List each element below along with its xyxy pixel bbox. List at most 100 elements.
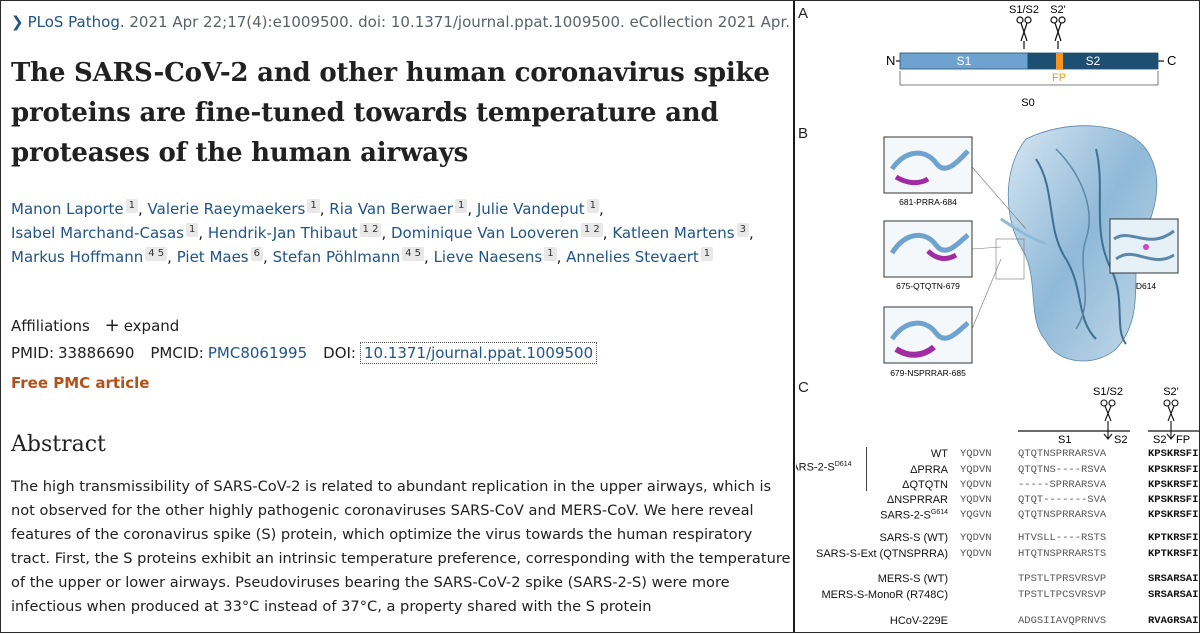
scissors-icon [1016,16,1032,49]
author-link[interactable]: Manon Laporte 1 [11,199,138,218]
affiliation-number[interactable]: 1 [544,247,557,261]
author-name[interactable]: Katleen Martens [612,224,735,242]
alignment-seq-seq3: KPSKRSFI [1148,448,1199,460]
alignment-seq-seq2: QTQTNSPRRARSVA [1018,509,1107,521]
affiliations-row: Affiliations + expand [11,315,179,336]
alignment-seq-seq3: SRSARSAI [1148,573,1199,585]
alignment-seq-seq3: KPTKRSFI [1148,548,1199,560]
pmcid-link[interactable]: PMC8061995 [207,344,308,362]
figure-panel: A S1/S2 S2' N S1 S2 C [796,1,1199,632]
author-name[interactable]: Ria Van Berwaer [329,200,453,218]
pmid-label: PMID: [11,344,55,362]
alignment-seq-seq3: KPSKRSFI [1148,479,1199,491]
alignment-row-name: WT [930,448,948,460]
author-link[interactable]: Annelies Stevaert 1 [566,247,714,266]
pmid-value: 33886690 [58,344,135,362]
s2-label: S2 [1086,54,1101,68]
author-name[interactable]: Manon Laporte [11,200,124,218]
author-name[interactable]: Dominique Van Looveren [390,224,579,242]
alignment-seq-seq1: YQDVN [960,464,992,476]
journal-link[interactable]: PLoS Pathog. [27,13,125,31]
author-link[interactable]: Isabel Marchand-Casas 1 [11,223,199,242]
fp-label: FP [1052,72,1066,84]
author-name[interactable]: Julie Vandeput [476,200,585,218]
free-pmc-badge[interactable]: Free PMC article [11,374,150,392]
identifiers-row: PMID: 33886690 PMCID: PMC8061995 DOI: 10.1371… [11,342,598,364]
c-terminus-label: C [1167,53,1176,68]
inset-prra-label: 681-PRRA-684 [899,197,957,207]
inset-d614 [1109,218,1179,274]
alignment-row-name: SARS-S-Ext (QTNSPRRA) [815,548,948,560]
scissors-icon [1050,16,1066,49]
affiliation-number[interactable]: 3 [736,223,749,237]
plus-icon[interactable]: + [104,315,120,336]
alignment-seq-seq3: KPSKRSFI [1148,464,1199,476]
panel-a-label: A [798,5,809,22]
article-title: The SARS-CoV-2 and other human coronavir… [11,58,770,168]
author-link[interactable]: Katleen Martens 3 [612,223,749,242]
alignment-row-name: ΔNSPRRAR [886,494,948,506]
expand-toggle[interactable]: expand [123,317,180,335]
author-name[interactable]: Markus Hoffmann [11,248,144,266]
alignment-row-name: SARS-S (WT) [879,532,948,544]
author-link[interactable]: Ria Van Berwaer 1 [329,199,468,218]
c-site1-label: S1/S2 [1093,386,1123,398]
s1-label: S1 [957,54,972,68]
author-name[interactable]: Lieve Naesens [433,248,543,266]
inset-prra [883,136,973,194]
author-link[interactable]: Dominique Van Looveren 1 2 [390,223,603,242]
author-name[interactable]: Hendrik-Jan Thibaut [207,224,358,242]
author-link[interactable]: Lieve Naesens 1 [433,247,557,266]
author-name[interactable]: Annelies Stevaert [566,248,699,266]
author-link[interactable]: Stefan Pöhlmann 4 5 [272,247,425,266]
inset-qtqtn [883,220,973,278]
alignment-seq-seq2: QTQTNS----RSVA [1018,464,1107,476]
affiliation-number[interactable]: 1 2 [359,223,382,237]
author-link[interactable]: Julie Vandeput 1 [476,199,599,218]
site2-label: S2' [1050,4,1066,16]
c-col-fp: FP [1176,434,1190,446]
site1-label: S1/S2 [1009,4,1039,16]
affiliation-number[interactable]: 1 [125,199,138,213]
affiliation-number[interactable]: 1 [454,199,468,213]
affiliation-number[interactable]: 1 [307,199,320,213]
alignment-row-name: MERS-S-MonoR (R748C) [821,589,948,601]
alignment-seq-seq1: YQDVN [960,448,992,460]
alignment-header: S1/S2 S2' S1 S2 S2 FP [1018,386,1199,446]
affiliation-number[interactable]: 4 5 [145,247,168,261]
doi-link[interactable]: 10.1371/journal.ppat.1009500 [359,342,598,364]
author-link[interactable]: Piet Maes 6 [176,247,264,266]
article-panel: ❯ PLoS Pathog. 2021 Apr 22;17(4):e1009500… [1,1,793,632]
c-col-s2b: S2 [1153,434,1166,446]
author-name[interactable]: Stefan Pöhlmann [272,248,401,266]
alignment-seq-seq3: KPTKRSFI [1148,532,1199,544]
author-link[interactable]: Valerie Raeymaekers 1 [147,199,320,218]
c-site2-label: S2' [1163,386,1179,398]
alignment-seq-seq1: YQDVN [960,548,992,560]
alignment-seq-seq3: KPSKRSFI [1148,494,1199,506]
author-name[interactable]: Isabel Marchand-Casas [11,224,184,242]
affiliation-number[interactable]: 6 [250,247,264,261]
alignment-seq-seq2: HTQTNSPRRARSTS [1018,548,1107,560]
alignment-row-name: ΔQTQTN [902,479,948,491]
alignment-seq-seq2: HTVSLL----RSTS [1018,532,1107,544]
spike-structure-figure: 681-PRRA-684 675-QTQTN-679 679-NSPRRAR-6… [883,125,1179,378]
affiliation-number[interactable]: 1 [586,199,599,213]
affiliation-number[interactable]: 1 [185,223,199,237]
alignment-row-name: HCoV-229E [889,615,948,627]
alignment-seq-seq2: -----SPRRARSVA [1018,479,1107,491]
affiliation-number[interactable]: 4 5 [402,247,425,261]
inset-qtqtn-label: 675-QTQTN-679 [896,281,960,291]
scissors-icon [1163,399,1179,440]
group-label: SARS-2-SD614 [796,461,852,474]
author-name[interactable]: Piet Maes [176,248,249,266]
affiliation-number[interactable]: 1 2 [580,223,603,237]
alignment-seq-seq3: SRSARSAI [1148,589,1199,601]
affiliation-number[interactable]: 1 [700,247,714,261]
panel-c-label: C [798,379,809,396]
author-list: Manon Laporte 1, Valerie Raeymaekers 1, Ri… [11,199,754,266]
author-link[interactable]: Markus Hoffmann 4 5 [11,247,168,266]
chevron-right-icon[interactable]: ❯ [11,13,24,31]
author-name[interactable]: Valerie Raeymaekers [147,200,306,218]
author-link[interactable]: Hendrik-Jan Thibaut 1 2 [207,223,382,242]
